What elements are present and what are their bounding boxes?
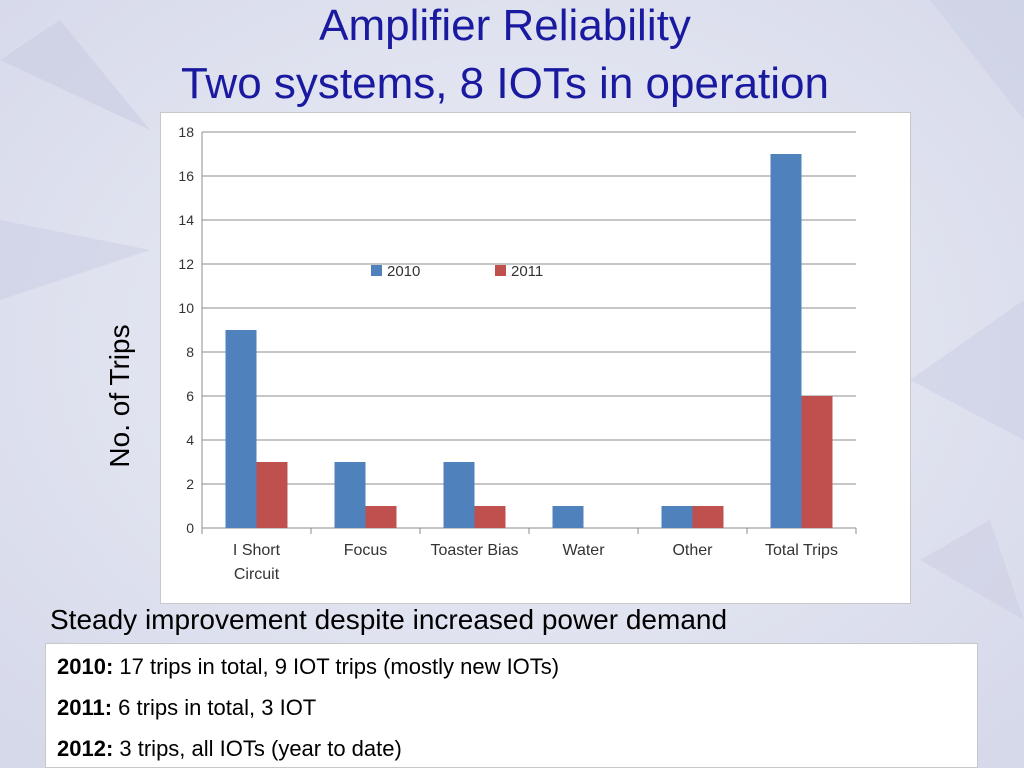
subtitle: Steady improvement despite increased pow… — [50, 604, 728, 635]
note-text: 6 trips in total, 3 IOT — [112, 695, 317, 720]
bar-2011 — [801, 396, 833, 528]
x-category-label: I Short — [233, 542, 281, 559]
y-tick-label: 16 — [178, 168, 194, 184]
y-tick-label: 0 — [186, 520, 194, 536]
bar-2011 — [692, 506, 724, 528]
notes-box: 2010: 17 trips in total, 9 IOT trips (mo… — [45, 643, 978, 768]
note-year: 2012: — [57, 736, 114, 761]
y-tick-label: 2 — [186, 476, 194, 492]
bar-2010 — [334, 462, 366, 528]
slide-title-line-1: Amplifier Reliability — [319, 1, 691, 50]
x-category-label: Focus — [344, 542, 388, 559]
x-category-label: Total Trips — [765, 542, 838, 559]
y-axis-label: No. of Trips — [104, 324, 135, 468]
x-category-label: Other — [672, 542, 713, 559]
bar-chart: 0 2 4 6 8 10 12 14 16 18 I Short Circuit Focus Toaste… — [178, 124, 857, 583]
slide-title-line-2: Two systems, 8 IOTs in operation — [180, 59, 830, 108]
x-category-label: Toaster Bias — [430, 542, 518, 559]
bar-2010 — [661, 506, 693, 528]
x-category-label: Circuit — [234, 566, 280, 583]
x-category-label: Water — [562, 542, 605, 559]
note-line-2010: 2010: 17 trips in total, 9 IOT trips (mo… — [57, 654, 559, 680]
bar-2010 — [552, 506, 584, 528]
legend-label: 2010 — [387, 263, 420, 280]
chart-panel: 0 2 4 6 8 10 12 14 16 18 I Short Circuit Focus Toaste… — [160, 112, 911, 604]
bar-2011 — [474, 506, 506, 528]
note-line-2011: 2011: 6 trips in total, 3 IOT — [57, 695, 316, 721]
y-tick-label: 4 — [186, 432, 194, 448]
note-year: 2010: — [57, 654, 114, 679]
y-tick-label: 6 — [186, 388, 194, 404]
bar-2010 — [443, 462, 475, 528]
y-tick-label: 18 — [178, 124, 194, 140]
bar-2010 — [770, 154, 802, 528]
y-tick-label: 14 — [178, 212, 194, 228]
note-line-2012: 2012: 3 trips, all IOTs (year to date) — [57, 736, 402, 762]
bar-2011 — [256, 462, 288, 528]
note-year: 2011: — [57, 695, 113, 720]
legend-swatch — [371, 265, 382, 276]
bar-2011 — [365, 506, 397, 528]
note-text: 17 trips in total, 9 IOT trips (mostly n… — [113, 654, 560, 679]
bar-2010 — [225, 330, 257, 528]
legend-swatch — [495, 265, 506, 276]
y-tick-label: 12 — [178, 256, 194, 272]
y-tick-label: 10 — [178, 300, 194, 316]
legend-label: 2011 — [511, 263, 543, 280]
note-text: 3 trips, all IOTs (year to date) — [113, 736, 402, 761]
y-tick-label: 8 — [186, 344, 194, 360]
